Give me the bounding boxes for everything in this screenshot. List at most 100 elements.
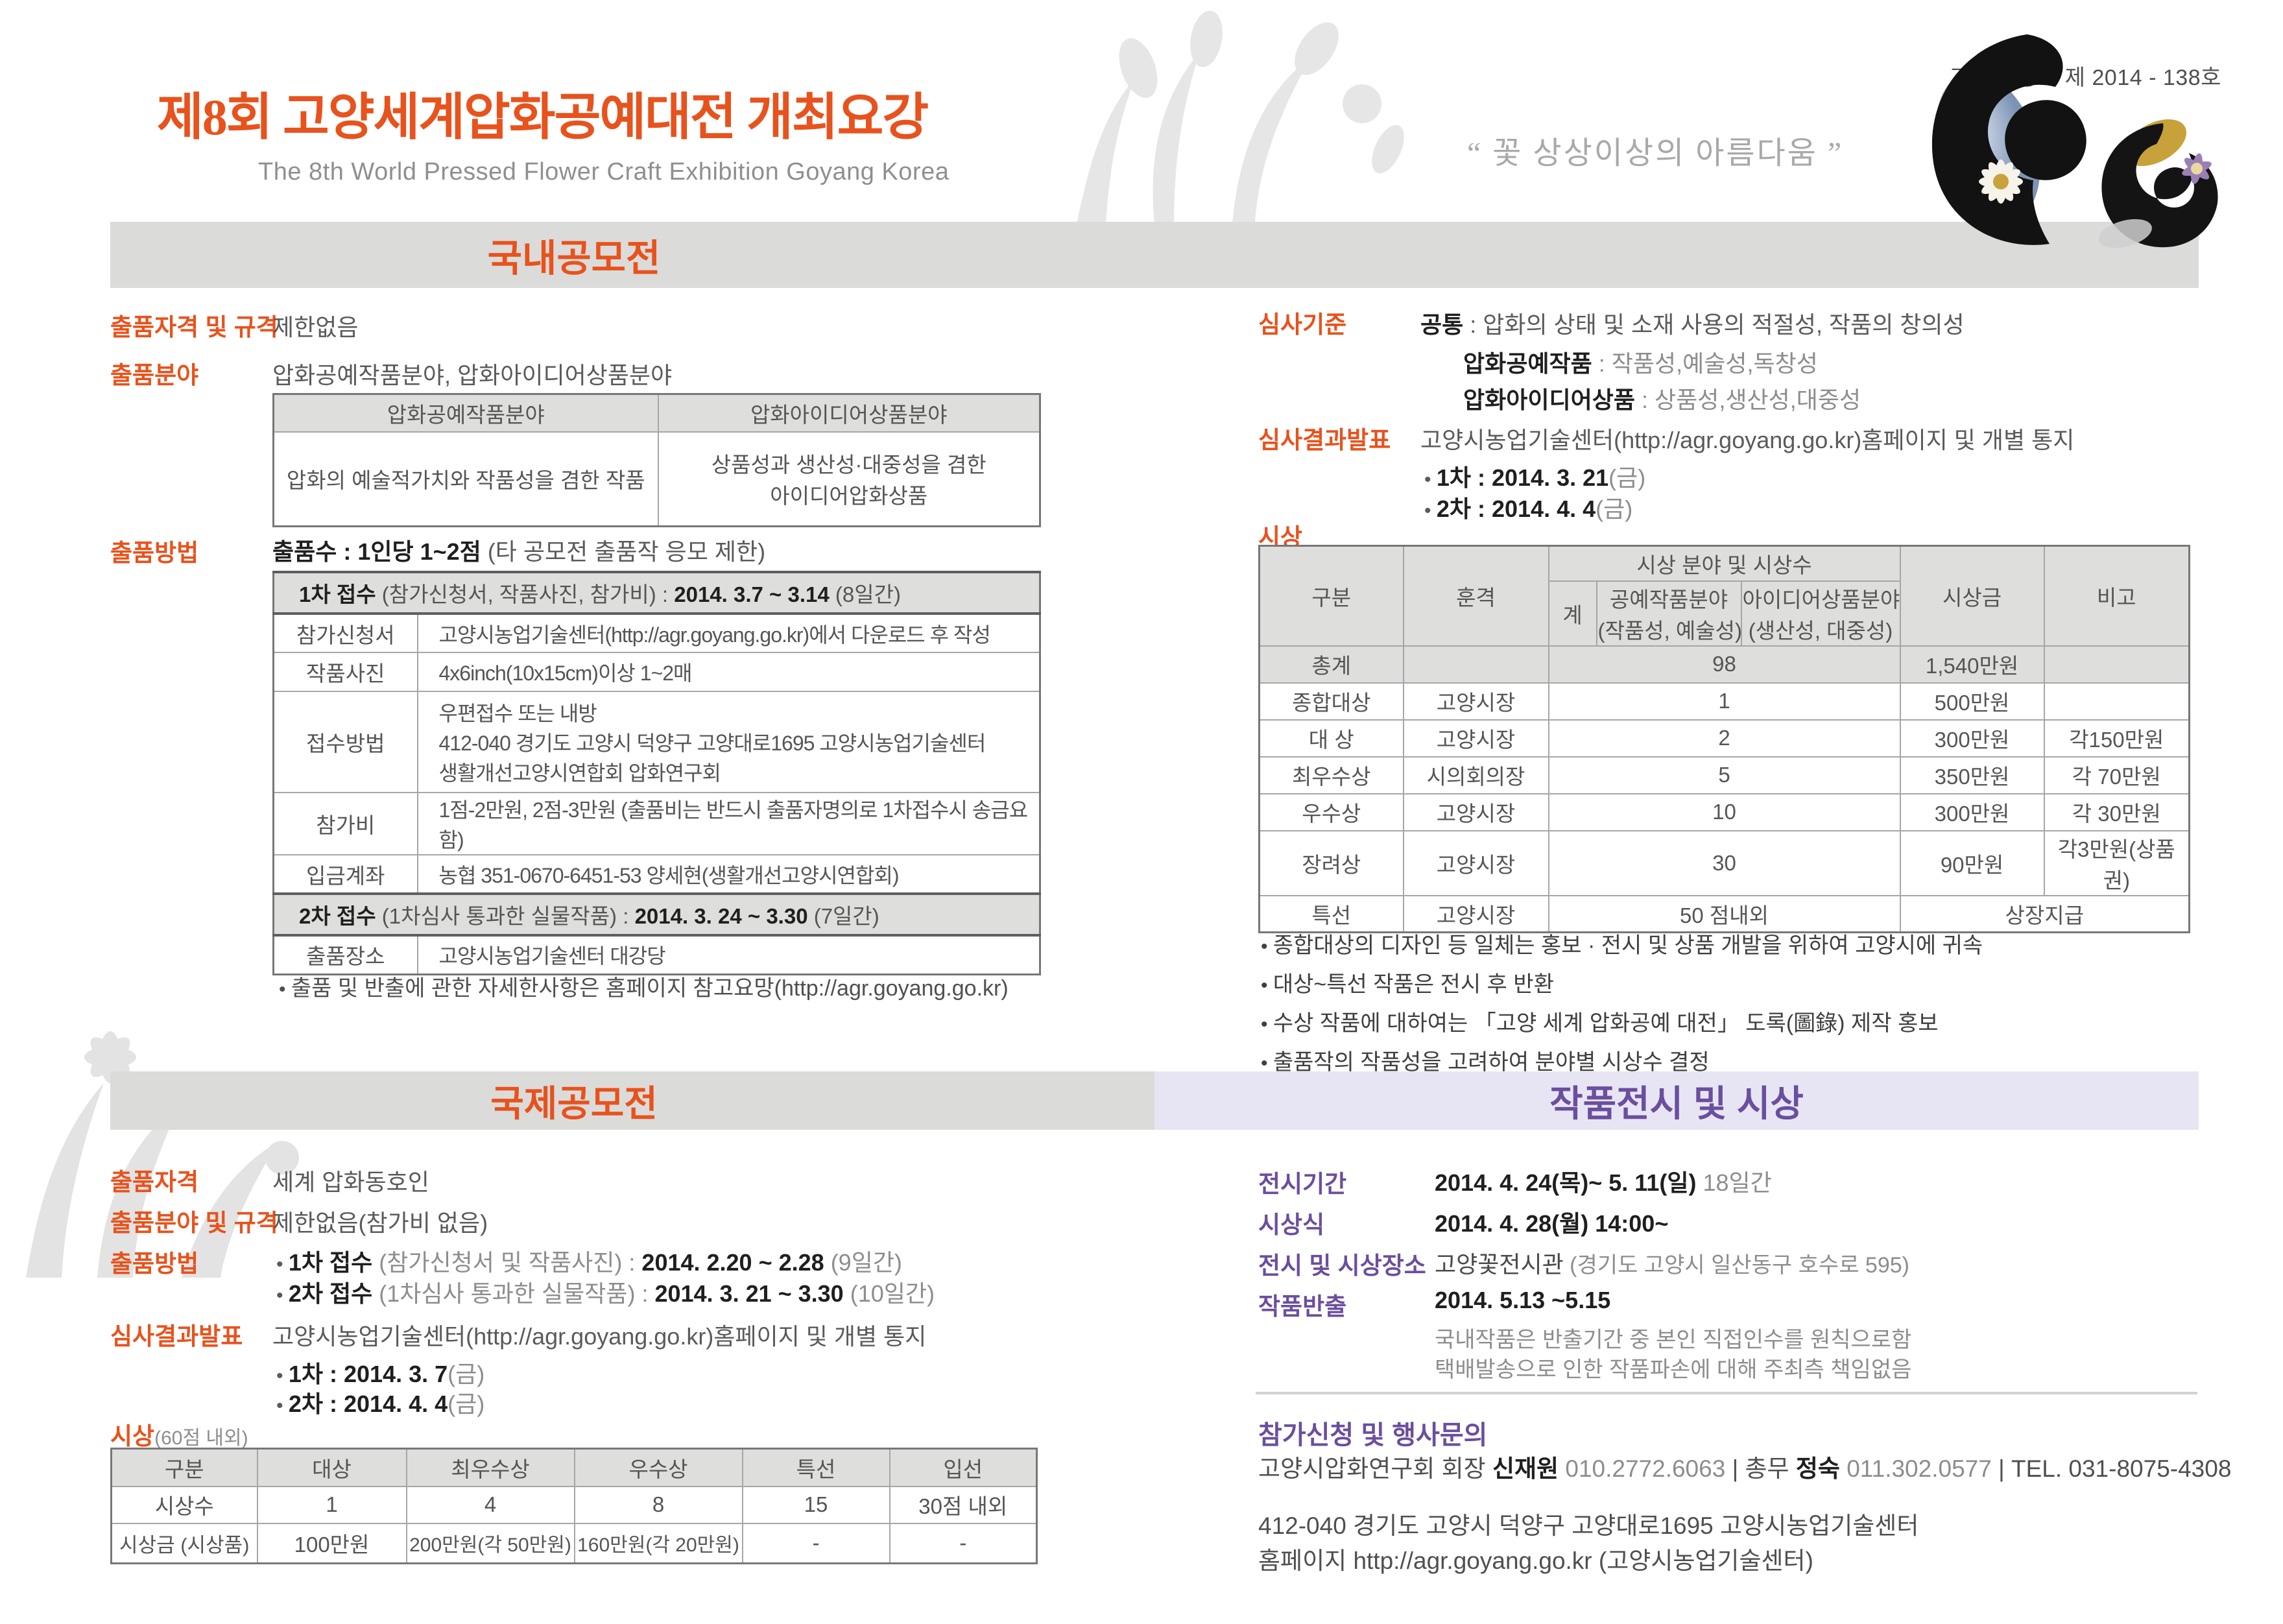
awards-notes: 종합대상의 디자인 등 일체는 홍보 · 전시 및 상품 개발을 위하여 고양시… bbox=[1261, 927, 1983, 1083]
field-table-cell-idea: 상품성과 생산성·대중성을 겸한 아이디어압화상품 bbox=[657, 431, 1041, 527]
field-category-table: 압화공예작품분야 압화아이디어상품분야 압화의 예술적가치와 작품성을 겸한 작… bbox=[272, 393, 1041, 527]
contact-president-name: 신재원 bbox=[1492, 1455, 1559, 1482]
receive-line1: 우편접수 또는 내방 bbox=[438, 702, 597, 725]
awards-note-item: 종합대상의 디자인 등 일체는 홍보 · 전시 및 상품 개발을 위하여 고양시… bbox=[1261, 927, 1983, 959]
awards-cell-count: 30 bbox=[1548, 830, 1901, 896]
awards-cell-grade: 고양시장 bbox=[1402, 793, 1549, 831]
awards-cell-count: 2 bbox=[1548, 719, 1901, 758]
purple-flower bbox=[2182, 153, 2212, 184]
awards-header-grade: 훈격 bbox=[1402, 545, 1549, 647]
contact-role2: | 총무 bbox=[1732, 1455, 1796, 1482]
label-results: 심사결과발표 bbox=[1258, 427, 1391, 453]
entry-count-main: 출품수 : 1인당 1~2점 bbox=[272, 538, 488, 565]
round1-paren: (참가신청서, 작품사진, 참가비) : bbox=[381, 582, 675, 606]
contact-homepage: 홈페이지 http://agr.goyang.go.kr (고양시농업기술센터) bbox=[1258, 1547, 1813, 1574]
ceremony-main: 2014. 4. 28(월) 14:00~ bbox=[1435, 1210, 1669, 1237]
awards-row-special: 특선 고양시장 50 점내외 상장지급 bbox=[1258, 894, 2190, 933]
method-row-label: 작품사진 bbox=[272, 652, 418, 692]
round2-paren: (1차심사 통과한 실물작품) : bbox=[381, 904, 635, 928]
awards-cell-grade: 시의회의장 bbox=[1402, 756, 1549, 794]
domestic-note: 출품 및 반출에 관한 자세한사항은 홈페이지 참고요망(http://agr.… bbox=[279, 970, 1009, 1002]
intl-round2-paren: (1차심사 통과한 실물작품) : bbox=[379, 1280, 655, 1307]
label-field: 출품분야 bbox=[110, 362, 199, 388]
awards-cell-note: 각 70만원 bbox=[2043, 756, 2190, 794]
field-table-header-idea: 압화아이디어상품분야 bbox=[657, 393, 1041, 433]
intl-method-round2: 2차 접수 (1차심사 통과한 실물작품) : 2014. 3. 21 ~ 3.… bbox=[276, 1275, 935, 1309]
intl-method-round1: 1차 접수 (참가신청서 및 작품사진) : 2014. 2.20 ~ 2.28… bbox=[276, 1244, 902, 1278]
method-round2-header: 2차 접수 (1차심사 통과한 실물작품) : 2014. 3. 24 ~ 3.… bbox=[272, 892, 1041, 937]
contact-address: 412-040 경기도 고양시 덕양구 고양대로1695 고양시농업기술센터 bbox=[1258, 1512, 1919, 1539]
label-takeout: 작품반출 bbox=[1258, 1293, 1347, 1320]
intl-table-header: 대상 bbox=[256, 1448, 407, 1487]
pressed-flower-logo bbox=[1931, 34, 2218, 248]
value-intl-field: 제한없음(참가비 없음) bbox=[272, 1210, 488, 1236]
international-awards-table: 구분 대상 최우수상 우수상 특선 입선 시상수 1 4 8 15 30점 내외… bbox=[110, 1448, 1038, 1564]
contact-manager-phone: 011.302.0577 bbox=[1839, 1455, 1999, 1482]
receive-line2: 412-040 경기도 고양시 덕양구 고양대로1695 고양시농업기술센터 bbox=[438, 732, 986, 755]
awards-row-total: 총계 98 1,540만원 bbox=[1258, 645, 2190, 684]
method-row-value: 농협 351-0670-6451-53 양세현(생활개선고양시연합회) bbox=[416, 854, 1041, 894]
label-exhibit-period: 전시기간 bbox=[1258, 1171, 1347, 1197]
contact-tel: | TEL. 031-8075-4308 bbox=[1998, 1455, 2232, 1482]
awards-note-item: 대상~특선 작품은 전시 후 반환 bbox=[1261, 966, 1983, 998]
value-exhibit-period: 2014. 4. 24(목)~ 5. 11(일) 18일간 bbox=[1435, 1164, 1772, 1198]
awards-header-idea: 아이디어상품분야 (생산성, 대중성) bbox=[1740, 580, 1901, 647]
round1-title: 1차 접수 bbox=[299, 582, 382, 606]
intl-results-round2: 2차 : 2014. 4. 4(금) bbox=[276, 1385, 484, 1419]
intl-cell: - bbox=[889, 1522, 1038, 1564]
intl-round1-date: 2014. 2.20 ~ 2.28 bbox=[641, 1249, 831, 1276]
takeout-sub1: 국내작품은 반출기간 중 본인 직접인수를 원칙으로함 bbox=[1435, 1328, 1912, 1352]
intl-round2-days: (10일간) bbox=[850, 1280, 935, 1307]
method-row-label: 입금계좌 bbox=[272, 854, 418, 894]
intl-round2-title: 2차 접수 bbox=[288, 1280, 379, 1307]
awards-cell-prize: 500만원 bbox=[1899, 682, 2045, 721]
round1-days: (8일간) bbox=[835, 582, 901, 606]
label-intl-method: 출품방법 bbox=[110, 1250, 199, 1277]
awards-cell-name: 종합대상 bbox=[1258, 682, 1404, 721]
entry-count-paren: (타 공모전 출품작 응모 제한) bbox=[487, 538, 766, 565]
round1-date: 2014. 3.7 ~ 3.14 bbox=[674, 582, 835, 606]
method-row-value: 4x6inch(10x15cm)이상 1~2매 bbox=[416, 652, 1041, 692]
label-qualification: 출품자격 및 규격 bbox=[110, 314, 278, 340]
awards-cell-grade bbox=[1402, 645, 1549, 684]
awards-row: 대 상 고양시장 2 300만원 각150만원 bbox=[1258, 719, 2190, 758]
contact-org: 고양시압화연구회 회장 bbox=[1258, 1455, 1492, 1482]
contact-divider bbox=[1256, 1392, 2197, 1394]
section-title-international: 국제공모전 bbox=[490, 1082, 658, 1124]
awards-row: 종합대상 고양시장 1 500만원 bbox=[1258, 682, 2190, 721]
results-round1-main: 1차 : 2014. 3. 21 bbox=[1436, 464, 1609, 491]
value-qualification: 제한없음 bbox=[272, 314, 359, 340]
awards-header-craft-name: 공예작품분야 bbox=[1609, 587, 1728, 612]
judging-craft-bold: 압화공예작품 bbox=[1463, 350, 1592, 377]
intl-table-header: 구분 bbox=[110, 1448, 258, 1487]
awards-header-prize: 시상금 bbox=[1899, 545, 2045, 647]
intl-results-round2-paren: (금) bbox=[448, 1391, 485, 1417]
value-venue: 고양꽃전시관 (경기도 고양시 일산동구 호수로 595) bbox=[1435, 1246, 1909, 1280]
receive-line3: 생활개선고양시연합회 압화연구회 bbox=[438, 761, 721, 785]
section-title-exhibition: 작품전시 및 시상 bbox=[1549, 1082, 1804, 1124]
exhibit-period-main: 2014. 4. 24(목)~ 5. 11(일) bbox=[1435, 1169, 1697, 1196]
intl-cell: - bbox=[741, 1522, 890, 1564]
exhibit-period-extra: 18일간 bbox=[1696, 1169, 1772, 1196]
venue-main: 고양꽃전시관 bbox=[1435, 1251, 1564, 1278]
label-intl-awards: 시상(60점 내외) bbox=[110, 1416, 248, 1451]
intl-cell: 100만원 bbox=[256, 1522, 407, 1564]
results-value: 고양시농업기술센터(http://agr.goyang.go.kr)홈페이지 및… bbox=[1420, 427, 2075, 453]
daisy-flower bbox=[1979, 160, 2023, 204]
label-intl-qualification: 출품자격 bbox=[110, 1169, 199, 1195]
value-field: 압화공예작품분야, 압화아이디어상품분야 bbox=[272, 362, 673, 388]
awards-cell-count: 1 bbox=[1548, 682, 1901, 721]
contact-line: 고양시압화연구회 회장 신재원 010.2772.6063 | 총무 정숙 01… bbox=[1258, 1449, 2231, 1484]
results-round1: 1차 : 2014. 3. 21(금) bbox=[1424, 459, 1645, 493]
judging-common: 공통 : 압화의 상태 및 소재 사용의 적절성, 작품의 창의성 bbox=[1420, 306, 1965, 340]
intl-table-header: 특선 bbox=[741, 1448, 890, 1487]
awards-cell-name: 총계 bbox=[1258, 645, 1404, 684]
intl-table-header: 우수상 bbox=[573, 1448, 743, 1487]
awards-cell-grade: 고양시장 bbox=[1402, 830, 1549, 896]
awards-cell-prize: 350만원 bbox=[1899, 756, 2045, 794]
domestic-awards-table: 구분 훈격 시상 분야 및 시상수 시상금 비고 계 공예작품분야 (작품성, … bbox=[1258, 545, 2190, 933]
intl-cell: 4 bbox=[405, 1485, 575, 1524]
label-intl-results: 심사결과발표 bbox=[110, 1323, 243, 1350]
intl-results-round1-main: 1차 : 2014. 3. 7 bbox=[288, 1361, 448, 1387]
